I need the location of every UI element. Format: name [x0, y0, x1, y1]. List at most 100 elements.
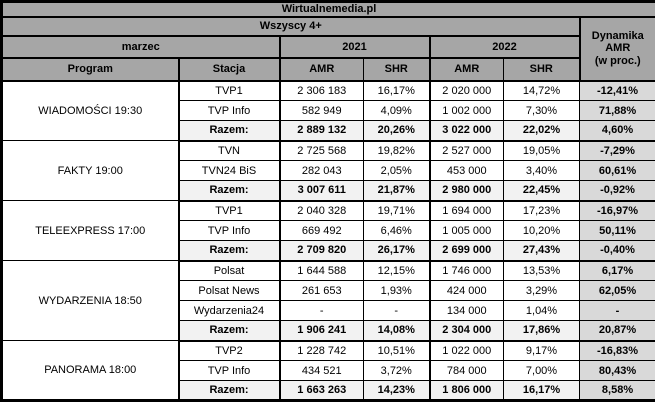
shr-2022-column-header: SHR	[504, 58, 580, 81]
audience-row: Wszyscy 4+ Dynamika AMR (w proc.)	[2, 17, 655, 36]
amr-2021-cell: 582 949	[280, 101, 364, 121]
dynamics-cell: -7,29%	[580, 141, 655, 161]
audience-label: Wszyscy 4+	[2, 17, 580, 36]
dynamics-cell: -0,40%	[580, 241, 655, 261]
shr-2022-cell: 27,43%	[504, 241, 580, 261]
amr-2022-cell: 1 005 000	[430, 221, 504, 241]
station-cell: TVN	[179, 141, 280, 161]
amr-2021-cell: 2 725 568	[280, 141, 364, 161]
program-cell: WIADOMOŚCI 19:30	[2, 81, 179, 141]
shr-2022-cell: 22,45%	[504, 181, 580, 201]
month-label: marzec	[2, 36, 280, 58]
shr-2022-cell: 9,17%	[504, 341, 580, 361]
dynamics-cell: -12,41%	[580, 81, 655, 101]
amr-2021-column-header: AMR	[280, 58, 364, 81]
dynamics-cell: 80,43%	[580, 361, 655, 381]
amr-2021-cell: 434 521	[280, 361, 364, 381]
shr-2022-cell: 1,04%	[504, 301, 580, 321]
station-cell: TVN24 BiS	[179, 161, 280, 181]
amr-2021-cell: 669 492	[280, 221, 364, 241]
station-cell: Razem:	[179, 321, 280, 341]
amr-2022-column-header: AMR	[430, 58, 504, 81]
table-row: FAKTY 19:00 TVN 2 725 568 19,82% 2 527 0…	[2, 141, 655, 161]
dynamics-cell: 50,11%	[580, 221, 655, 241]
station-cell: Razem:	[179, 381, 280, 401]
program-cell: FAKTY 19:00	[2, 141, 179, 201]
amr-2022-cell: 1 694 000	[430, 201, 504, 221]
shr-2021-column-header: SHR	[364, 58, 430, 81]
shr-2021-cell: 1,93%	[364, 281, 430, 301]
dynamics-cell: 62,05%	[580, 281, 655, 301]
shr-2022-cell: 3,40%	[504, 161, 580, 181]
shr-2021-cell: -	[364, 301, 430, 321]
dynamics-cell: 60,61%	[580, 161, 655, 181]
amr-2021-cell: 2 040 328	[280, 201, 364, 221]
amr-2022-cell: 1 806 000	[430, 381, 504, 401]
amr-2022-cell: 2 699 000	[430, 241, 504, 261]
shr-2021-cell: 12,15%	[364, 261, 430, 281]
shr-2021-cell: 26,17%	[364, 241, 430, 261]
shr-2022-cell: 3,29%	[504, 281, 580, 301]
amr-2022-cell: 784 000	[430, 361, 504, 381]
shr-2022-cell: 7,30%	[504, 101, 580, 121]
shr-2021-cell: 2,05%	[364, 161, 430, 181]
amr-2022-cell: 2 980 000	[430, 181, 504, 201]
shr-2021-cell: 19,71%	[364, 201, 430, 221]
amr-2021-cell: 1 906 241	[280, 321, 364, 341]
years-row: marzec 2021 2022	[2, 36, 655, 58]
amr-2021-cell: 2 709 820	[280, 241, 364, 261]
shr-2021-cell: 14,08%	[364, 321, 430, 341]
amr-2022-cell: 3 022 000	[430, 121, 504, 141]
shr-2022-cell: 17,23%	[504, 201, 580, 221]
shr-2022-cell: 16,17%	[504, 381, 580, 401]
table-row: WYDARZENIA 18:50 Polsat 1 644 588 12,15%…	[2, 261, 655, 281]
dynamics-header-line1: Dynamika	[583, 30, 654, 43]
amr-2021-cell: -	[280, 301, 364, 321]
dynamics-cell: -	[580, 301, 655, 321]
shr-2022-cell: 19,05%	[504, 141, 580, 161]
dynamics-cell: 71,88%	[580, 101, 655, 121]
station-cell: TVP1	[179, 81, 280, 101]
amr-2022-cell: 2 304 000	[430, 321, 504, 341]
shr-2021-cell: 4,09%	[364, 101, 430, 121]
amr-2021-cell: 261 653	[280, 281, 364, 301]
station-cell: Razem:	[179, 181, 280, 201]
shr-2021-cell: 3,72%	[364, 361, 430, 381]
shr-2022-cell: 7,00%	[504, 361, 580, 381]
dynamics-cell: 20,87%	[580, 321, 655, 341]
year-2021-label: 2021	[280, 36, 430, 58]
amr-2022-cell: 134 000	[430, 301, 504, 321]
table-header: Wirtualnemedia.pl Wszyscy 4+ Dynamika AM…	[2, 2, 655, 81]
amr-2021-cell: 282 043	[280, 161, 364, 181]
station-cell: Polsat	[179, 261, 280, 281]
dynamics-cell: 6,17%	[580, 261, 655, 281]
year-2022-label: 2022	[430, 36, 580, 58]
amr-2021-cell: 1 228 742	[280, 341, 364, 361]
columns-row: Program Stacja AMR SHR AMR SHR	[2, 58, 655, 81]
station-cell: Wydarzenia24	[179, 301, 280, 321]
table-row: TELEEXPRESS 17:00 TVP1 2 040 328 19,71% …	[2, 201, 655, 221]
station-cell: Polsat News	[179, 281, 280, 301]
shr-2022-cell: 17,86%	[504, 321, 580, 341]
amr-2022-cell: 2 527 000	[430, 141, 504, 161]
dynamics-header-line2: AMR	[583, 42, 654, 55]
program-cell: PANORAMA 18:00	[2, 341, 179, 401]
shr-2021-cell: 21,87%	[364, 181, 430, 201]
amr-2022-cell: 2 020 000	[430, 81, 504, 101]
dynamics-header-line3: (w proc.)	[583, 55, 654, 68]
amr-2022-cell: 1 022 000	[430, 341, 504, 361]
amr-2022-cell: 424 000	[430, 281, 504, 301]
shr-2022-cell: 10,20%	[504, 221, 580, 241]
dynamics-header: Dynamika AMR (w proc.)	[580, 17, 655, 81]
amr-2021-cell: 1 663 263	[280, 381, 364, 401]
dynamics-cell: -16,97%	[580, 201, 655, 221]
shr-2022-cell: 22,02%	[504, 121, 580, 141]
station-cell: Razem:	[179, 241, 280, 261]
dynamics-cell: 8,58%	[580, 381, 655, 401]
shr-2021-cell: 14,23%	[364, 381, 430, 401]
dynamics-cell: -0,92%	[580, 181, 655, 201]
amr-2022-cell: 453 000	[430, 161, 504, 181]
shr-2022-cell: 14,72%	[504, 81, 580, 101]
